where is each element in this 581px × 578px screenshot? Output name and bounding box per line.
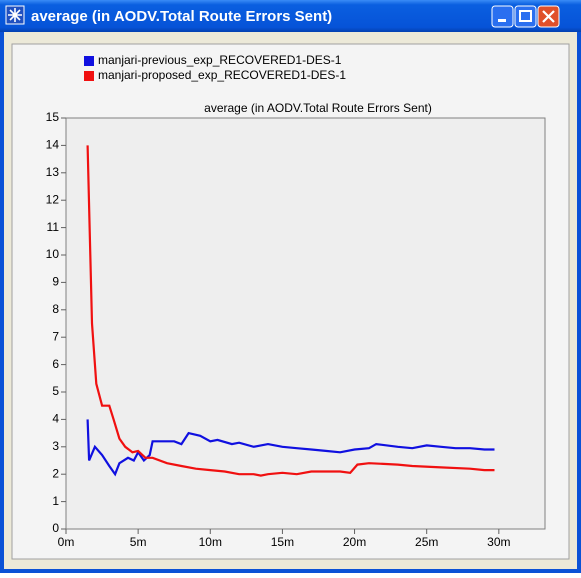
legend-swatch (84, 56, 94, 66)
x-tick-label: 0m (58, 535, 75, 549)
chart-title: average (in AODV.Total Route Errors Sent… (204, 101, 432, 115)
y-tick-label: 2 (52, 466, 59, 480)
y-tick-label: 3 (52, 439, 59, 453)
series-line (86, 145, 495, 477)
y-tick-label: 15 (46, 110, 60, 124)
legend-label: manjari-proposed_exp_RECOVERED1-DES-1 (98, 68, 346, 82)
y-tick-label: 1 (52, 494, 59, 508)
y-tick-label: 9 (52, 275, 59, 289)
x-tick-label: 30m (487, 535, 510, 549)
legend-swatch (84, 71, 94, 81)
y-tick-label: 7 (52, 329, 59, 343)
close-icon (542, 10, 555, 23)
plot-area (65, 117, 546, 530)
legend-label: manjari-previous_exp_RECOVERED1-DES-1 (98, 53, 342, 67)
icon-star (8, 8, 22, 22)
x-tick-label: 20m (343, 535, 366, 549)
y-tick-label: 5 (52, 384, 59, 398)
x-tick-label: 10m (199, 535, 222, 549)
y-tick-label: 11 (47, 220, 60, 234)
y-tick-label: 10 (46, 247, 60, 261)
y-tick-label: 13 (46, 165, 60, 179)
maximize-button[interactable] (514, 5, 537, 28)
series-line (86, 419, 495, 477)
title-bar (0, 0, 581, 32)
y-tick-label: 12 (46, 192, 60, 206)
y-tick-label: 0 (52, 521, 59, 535)
y-tick-label: 4 (52, 412, 59, 426)
maximize-icon (519, 10, 532, 22)
x-tick-label: 25m (415, 535, 438, 549)
y-tick-label: 14 (46, 138, 60, 152)
x-tick-label: 5m (130, 535, 147, 549)
window-title: average (in AODV.Total Route Errors Sent… (31, 8, 332, 25)
minimize-icon (498, 19, 506, 22)
y-tick-label: 6 (52, 357, 59, 371)
minimize-button[interactable] (491, 5, 514, 28)
y-tick-label: 8 (52, 302, 59, 316)
x-tick-label: 15m (271, 535, 294, 549)
